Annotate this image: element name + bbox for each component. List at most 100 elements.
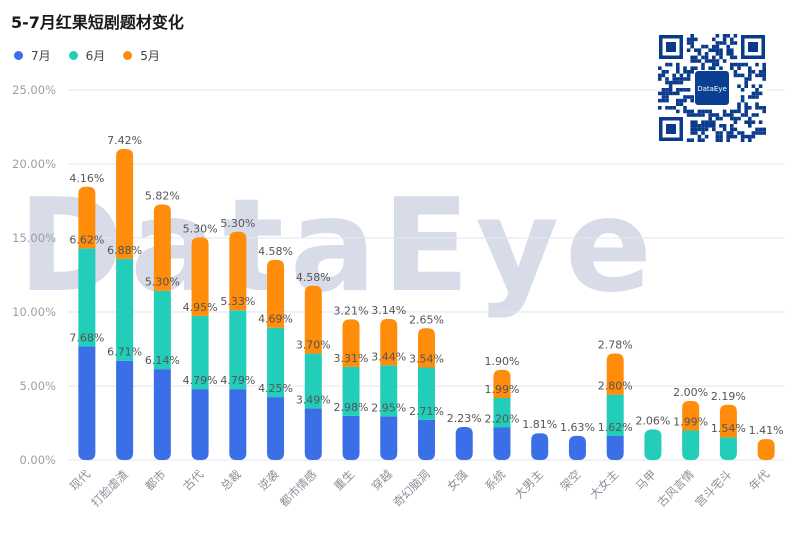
- qr-module: [665, 106, 669, 110]
- qr-module: [658, 98, 662, 103]
- qr-module: [690, 138, 694, 142]
- bar-segment-6月[interactable]: [493, 397, 511, 428]
- qr-module: [733, 120, 738, 124]
- bar-segment-6月[interactable]: [153, 290, 171, 370]
- bar-segment-7月[interactable]: [78, 346, 96, 460]
- bar-segment-5月[interactable]: [116, 149, 134, 259]
- qr-module: [686, 88, 691, 92]
- x-tick-label: 古风言情: [654, 467, 697, 510]
- qr-module: [758, 120, 763, 124]
- qr-module: [715, 34, 720, 38]
- qr-module: [733, 127, 738, 132]
- qr-module: [665, 62, 669, 67]
- qr-module: [683, 77, 687, 81]
- bar-segment-6月[interactable]: [191, 315, 209, 390]
- bar-segment-5月[interactable]: [304, 285, 322, 354]
- qr-module: [676, 77, 680, 81]
- qr-module: [672, 91, 676, 96]
- qr-module: [762, 77, 766, 81]
- bar-segment-5月[interactable]: [78, 186, 96, 249]
- bar-segment-6月[interactable]: [304, 353, 322, 409]
- bar-segment-5月[interactable]: [757, 439, 775, 460]
- bar-segment-5月[interactable]: [606, 353, 624, 395]
- bar-segment-6月[interactable]: [267, 327, 285, 398]
- bar-segment-7月[interactable]: [568, 435, 586, 460]
- data-label: 3.31%: [334, 352, 369, 365]
- qr-module: [679, 88, 684, 92]
- qr-module: [676, 102, 680, 106]
- qr-module: [701, 44, 705, 49]
- qr-module: [708, 48, 712, 52]
- bar-segment-7月[interactable]: [116, 360, 134, 460]
- x-tick-label: 穿越: [369, 467, 396, 494]
- legend-item-jul[interactable]: 7月: [14, 47, 51, 64]
- bar-segment-5月[interactable]: [380, 318, 398, 366]
- bar-segment-5月[interactable]: [229, 231, 247, 311]
- qr-module: [694, 59, 698, 63]
- bar-segment-7月[interactable]: [606, 436, 624, 460]
- qr-module: [740, 113, 745, 117]
- bar-segment-6月[interactable]: [644, 429, 662, 460]
- qr-module: [733, 55, 738, 60]
- bar-segment-6月[interactable]: [78, 248, 96, 347]
- qr-module: [758, 84, 763, 88]
- bar-segment-7月[interactable]: [455, 426, 473, 460]
- data-label: 5.30%: [183, 222, 218, 235]
- qr-module: [740, 73, 745, 78]
- data-label: 3.70%: [296, 339, 331, 352]
- qr-module: [733, 34, 738, 38]
- qr-module: [748, 77, 752, 81]
- data-label: 5.33%: [220, 295, 255, 308]
- bar-segment-7月[interactable]: [153, 369, 171, 460]
- bar-segment-5月[interactable]: [493, 369, 511, 398]
- qr-module: [740, 138, 745, 142]
- qr-module: [751, 120, 756, 124]
- qr-module: [755, 91, 759, 96]
- bar-segment-7月[interactable]: [191, 389, 209, 460]
- bar-segment-5月[interactable]: [153, 204, 171, 291]
- bar-segment-7月[interactable]: [304, 408, 322, 460]
- bar-segment-6月[interactable]: [418, 367, 435, 420]
- qr-module: [668, 80, 673, 85]
- bar-segment-5月[interactable]: [342, 319, 360, 367]
- qr-module: [668, 62, 673, 67]
- bar-segment-6月[interactable]: [229, 310, 247, 390]
- bar-segment-7月[interactable]: [342, 415, 360, 460]
- legend-swatch-jun: [68, 50, 78, 60]
- qr-module: [751, 95, 756, 99]
- bar-segment-6月[interactable]: [380, 365, 398, 417]
- bar-segment-7月[interactable]: [267, 397, 285, 460]
- bar-segment-5月[interactable]: [418, 328, 435, 368]
- bar-segment-6月[interactable]: [682, 430, 700, 460]
- bar-segment-6月[interactable]: [342, 366, 360, 416]
- qr-module: [679, 102, 684, 106]
- qr-module: [686, 73, 691, 78]
- qr-module: [730, 41, 734, 45]
- qr-module: [726, 138, 730, 142]
- bar-segment-7月[interactable]: [531, 433, 549, 460]
- qr-module: [701, 131, 705, 135]
- bar-segment-6月[interactable]: [116, 258, 134, 361]
- bar-segment-5月[interactable]: [682, 400, 700, 431]
- qr-module: [744, 113, 748, 117]
- bar-segment-7月[interactable]: [418, 419, 435, 460]
- bar-segment-7月[interactable]: [493, 427, 511, 460]
- qr-module: [661, 88, 666, 92]
- bar-segment-7月[interactable]: [229, 389, 247, 460]
- qr-module: [748, 134, 752, 139]
- bar-segment-6月[interactable]: [719, 437, 737, 460]
- qr-module: [730, 127, 734, 132]
- qr-module: [686, 41, 691, 45]
- data-label: 3.21%: [334, 304, 369, 317]
- qr-module: [697, 52, 702, 56]
- bar-segment-5月[interactable]: [719, 404, 737, 438]
- bar-segment-6月[interactable]: [606, 394, 624, 437]
- bar-segment-5月[interactable]: [267, 259, 285, 328]
- legend-item-jun[interactable]: 6月: [68, 47, 105, 64]
- bar-segment-7月[interactable]: [380, 416, 398, 460]
- bar-segment-5月[interactable]: [191, 237, 209, 316]
- legend-item-may[interactable]: 5月: [123, 47, 160, 64]
- qr-module: [676, 70, 680, 74]
- data-label: 2.00%: [673, 386, 708, 399]
- legend-swatch-jul: [14, 50, 23, 60]
